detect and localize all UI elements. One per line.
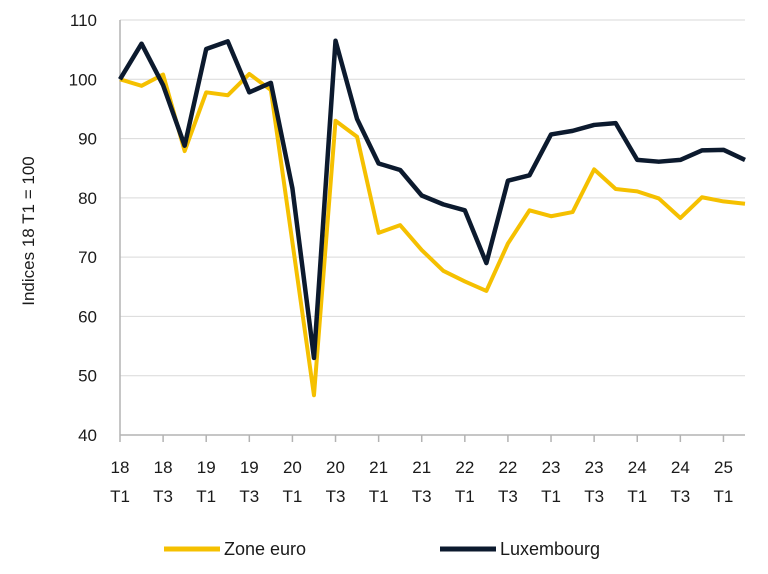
x-tick-label-year: 23 (585, 458, 604, 477)
y-tick-label: 60 (78, 307, 97, 326)
series-lines (118, 38, 746, 398)
gridlines (120, 19, 745, 377)
x-tick-label-year: 18 (111, 458, 130, 477)
x-tick-label-year: 24 (628, 458, 647, 477)
y-tick-label: 40 (78, 426, 97, 445)
x-tick-label-year: 18 (154, 458, 173, 477)
x-tick-label-quarter: T1 (455, 487, 475, 506)
x-tick-label-quarter: T1 (541, 487, 561, 506)
x-tick-label-quarter: T3 (670, 487, 690, 506)
legend: Zone euro Luxembourg (164, 539, 600, 559)
x-tick-label-quarter: T3 (584, 487, 604, 506)
x-tick-label-quarter: T1 (282, 487, 302, 506)
y-tick-label: 100 (69, 70, 97, 89)
y-tick-label: 90 (78, 130, 97, 149)
x-axis: 18 T1 18 T3 19 T1 19 T3 20 T1 20 T3 21 T1 21 T3 22 T1 22 T3… (110, 20, 745, 506)
x-tick-label-quarter: T1 (196, 487, 216, 506)
y-axis-label: Indices 18 T1 = 100 (19, 156, 38, 306)
x-tick-label-quarter: T3 (153, 487, 173, 506)
x-tick-label-year: 19 (240, 458, 259, 477)
legend-label: Zone euro (224, 539, 306, 559)
legend-label: Luxembourg (500, 539, 600, 559)
x-tick-label-quarter: T1 (627, 487, 647, 506)
x-tick-label-quarter: T1 (714, 487, 734, 506)
series-line-zone-euro (119, 71, 746, 398)
x-tick-label-year: 25 (714, 458, 733, 477)
x-tick-label-year: 23 (542, 458, 561, 477)
x-tick-label-year: 21 (369, 458, 388, 477)
series-line-luxembourg (118, 38, 746, 361)
x-tick-label-year: 22 (498, 458, 517, 477)
x-tick-label-quarter: T3 (498, 487, 518, 506)
x-tick-label-quarter: T3 (326, 487, 346, 506)
x-tick-label-quarter: T3 (239, 487, 259, 506)
x-tick-label-year: 22 (455, 458, 474, 477)
x-tick-label-year: 20 (326, 458, 345, 477)
x-tick-label-year: 24 (671, 458, 690, 477)
x-tick-label-year: 21 (412, 458, 431, 477)
x-tick-label-year: 19 (197, 458, 216, 477)
y-tick-label: 110 (70, 11, 97, 30)
x-tick-label-quarter: T3 (412, 487, 432, 506)
y-tick-label: 70 (78, 248, 97, 267)
y-axis-ticks: 40 50 60 70 80 90 100 110 (69, 11, 97, 445)
y-tick-label: 50 (78, 367, 97, 386)
x-tick-label-quarter: T1 (110, 487, 130, 506)
x-tick-label-year: 20 (283, 458, 302, 477)
x-tick-label-quarter: T1 (369, 487, 389, 506)
y-tick-label: 80 (78, 189, 97, 208)
